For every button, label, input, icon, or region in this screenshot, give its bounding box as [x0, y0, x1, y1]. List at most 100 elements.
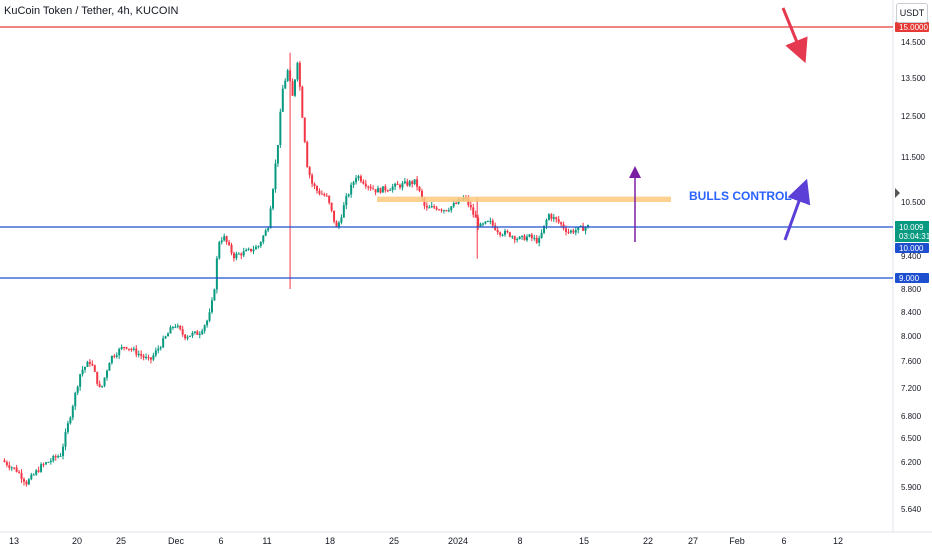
candle-body [408, 181, 411, 186]
time-axis[interactable]: 13 20 25 Dec 6 11 18 25 2024 8 15 22 27 Feb 6 12 [9, 536, 843, 546]
bulls-control-label: BULLS CONTROL [689, 189, 792, 203]
time-tick-15: 12 [833, 536, 843, 546]
candle-body [250, 248, 253, 252]
price-tick-11: 6.800 [901, 412, 922, 421]
candle-body [286, 70, 289, 81]
candle-body [416, 179, 419, 187]
candle-body [213, 289, 216, 301]
candle-body [359, 176, 362, 182]
candle-body [105, 370, 108, 378]
candle-body [189, 335, 192, 337]
candle-body [218, 242, 221, 259]
candle-body [345, 196, 348, 206]
current-price-tag-bg [895, 221, 929, 242]
candle-body [115, 355, 118, 357]
candle-body [337, 222, 340, 228]
candle-body [88, 361, 91, 364]
time-tick-1: 20 [72, 536, 82, 546]
candle-body [71, 406, 74, 418]
symbol-title[interactable]: KuCoin Token / Tether, 4h, KUCOIN [4, 5, 179, 17]
candle-body [355, 178, 358, 183]
time-tick-5: 11 [262, 536, 271, 546]
candle-body [276, 144, 279, 164]
candle-body [301, 86, 304, 118]
candle-body [157, 348, 160, 351]
candle-body [186, 336, 189, 339]
candle-body [552, 217, 555, 219]
candle-body [315, 186, 318, 191]
candle-body [223, 236, 226, 241]
candle-body [364, 183, 367, 187]
candle-body [530, 234, 533, 239]
candle-body [342, 205, 345, 218]
candle-body [76, 386, 79, 393]
candle-body [489, 220, 492, 222]
candle-body [420, 190, 423, 198]
candle-body [550, 214, 553, 219]
price-tick-15: 5.640 [901, 505, 922, 514]
candle-body [203, 325, 206, 331]
level-10-price-tag-bg [895, 243, 929, 253]
candle-body [442, 210, 445, 212]
candle-body [447, 210, 450, 212]
candle-body [64, 431, 67, 447]
candle-body [96, 371, 99, 384]
candle-body [425, 205, 428, 208]
price-tick-12: 6.500 [901, 434, 922, 443]
price-tick-5: 9.400 [901, 252, 922, 261]
price-tick-4: 10.500 [901, 198, 926, 207]
candle-body [503, 230, 506, 235]
time-tick-7: 25 [389, 536, 399, 546]
candle-body [401, 183, 404, 188]
candle-body [445, 210, 448, 212]
candle-body [267, 228, 270, 231]
price-tick-3: 11.500 [901, 153, 925, 162]
candle-body [323, 194, 326, 196]
candle-body [582, 225, 585, 231]
candle-body [49, 460, 52, 463]
candle-body [40, 464, 43, 472]
candle-body [513, 236, 516, 240]
candle-body [545, 219, 548, 226]
level-9-price-tag-bg [895, 273, 929, 283]
price-tick-6: 8.800 [901, 285, 922, 294]
candle-body [103, 377, 106, 386]
candle-body [347, 194, 350, 197]
candle-body [47, 462, 50, 464]
candle-body [125, 347, 128, 349]
candle-body [25, 481, 28, 485]
candle-body [3, 460, 6, 463]
candle-body [137, 354, 140, 356]
candle-body [394, 183, 397, 187]
candle-body [93, 365, 96, 372]
candle-body [171, 326, 174, 328]
candle-body [357, 176, 360, 179]
price-tick-13: 6.200 [901, 458, 922, 467]
candle-body [511, 236, 514, 238]
candle-body [8, 465, 11, 468]
candle-body [101, 385, 104, 387]
candle-body [543, 225, 546, 233]
candle-body [572, 230, 575, 233]
resistance-price-tag: 15.0000 [899, 23, 928, 32]
price-tick-10: 7.200 [901, 384, 922, 393]
price-tick-9: 7.600 [901, 357, 922, 366]
candle-body [335, 221, 338, 228]
candle-body [496, 230, 499, 233]
candle-body [499, 232, 502, 235]
candle-body [127, 348, 130, 350]
candle-body [147, 357, 150, 359]
candle-body [587, 224, 589, 228]
candle-body [521, 235, 524, 237]
candle-body [474, 214, 477, 218]
candle-body [506, 230, 509, 233]
price-axis[interactable]: 14.500 13.500 12.500 11.500 10.500 9.400 8.800… [901, 38, 926, 514]
price-tick-8: 8.000 [901, 332, 922, 341]
candle-body [547, 214, 550, 220]
candle-body [308, 167, 311, 176]
candle-body [479, 223, 482, 227]
currency-button[interactable]: USDT [896, 3, 928, 23]
candle-body [54, 456, 57, 458]
